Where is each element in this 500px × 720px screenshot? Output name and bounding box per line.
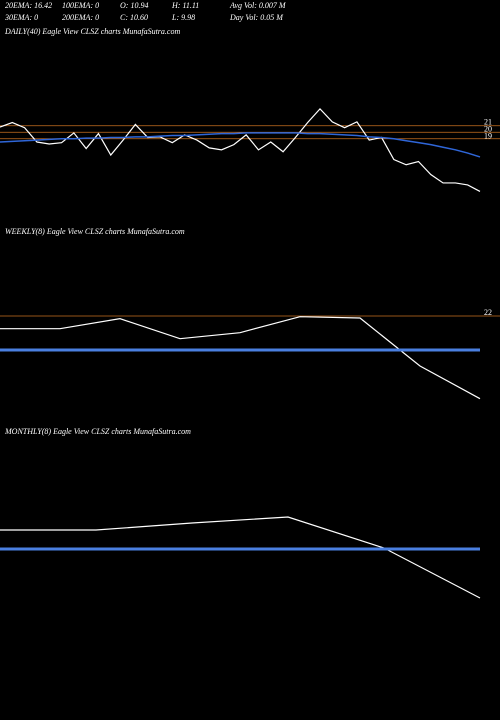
header-stat: Day Vol: 0.05 M [229,13,284,22]
level-label: 19 [484,132,492,141]
header-stat: 100EMA: 0 [62,1,99,10]
header-stat: L: 9.98 [171,13,195,22]
level-label: 22 [484,308,492,317]
header-stat: O: 10.94 [120,1,148,10]
header-stat: 200EMA: 0 [62,13,99,22]
header-stat: H: 11.11 [171,1,199,10]
panel-title: DAILY(40) Eagle View CLSZ charts MunafaS… [4,27,180,36]
ema-line [0,132,481,158]
header-stat: 20EMA: 16.42 [5,1,52,10]
panel-title: MONTHLY(8) Eagle View CLSZ charts Munafa… [4,427,191,436]
price-line [0,516,481,599]
panel-title: WEEKLY(8) Eagle View CLSZ charts MunafaS… [5,227,185,236]
level-label: 21 [484,118,492,127]
header-stat: 30EMA: 0 [4,13,38,22]
header-stat: Avg Vol: 0.007 M [229,1,287,10]
header-stat: C: 10.60 [120,13,148,22]
level-label: 20 [484,125,492,134]
price-line [0,107,481,192]
